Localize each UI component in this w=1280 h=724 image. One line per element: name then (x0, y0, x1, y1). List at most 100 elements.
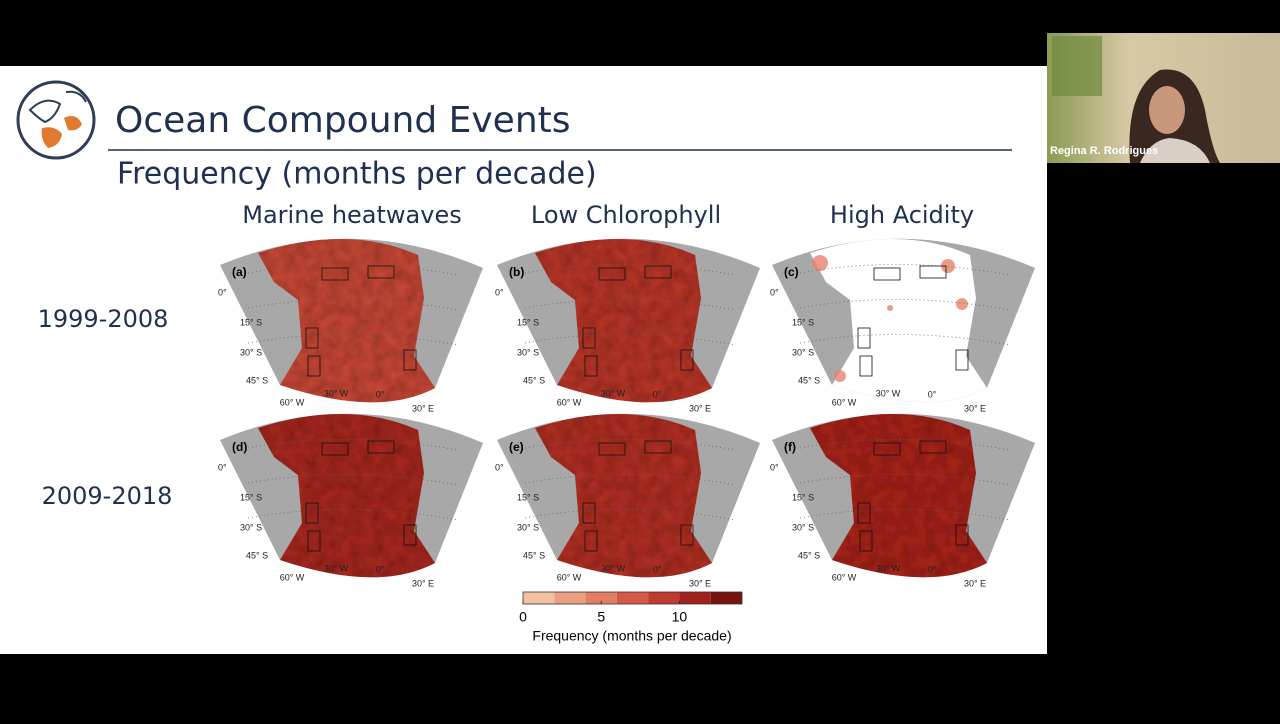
region-box (955, 349, 969, 371)
graticule (799, 334, 1011, 346)
lat-label: 45° S (798, 375, 820, 385)
map-panel: (f) 0° 15° S 30° S 45° S 60° W 30° W 0° 30° E (770, 413, 1035, 588)
column-header: High Acidity (830, 201, 974, 229)
colorbar: 0 5 10 Frequency (months per decade) (519, 591, 743, 644)
row-label: 2009-2018 (42, 482, 173, 510)
lon-label: 0° (928, 564, 937, 574)
colorbar-bin (679, 592, 711, 604)
lon-label: 0° (376, 564, 385, 574)
map-panel: (b) 0° 15° S 30° S 45° S 60° W 30° W 0° 30° E (495, 238, 760, 413)
graticule (799, 509, 1011, 521)
region-box (859, 355, 873, 377)
graticule (247, 264, 459, 276)
lat-label: 15° S (240, 492, 262, 502)
colorbar-frame (522, 591, 743, 605)
slide-title: Ocean Compound Events (115, 100, 571, 141)
lat-label: 0° (495, 287, 504, 297)
graticule (799, 264, 1011, 276)
ocean (810, 238, 987, 403)
patch (834, 370, 846, 382)
graticule (799, 299, 1011, 311)
lat-label: 15° S (240, 317, 262, 327)
region-box (857, 327, 871, 349)
region-box (305, 327, 319, 349)
colorbar-bin (554, 592, 586, 604)
ocean (258, 238, 435, 403)
region-box (919, 440, 947, 454)
lat-label: 15° S (792, 492, 814, 502)
colorbar-label: Frequency (months per decade) (532, 628, 731, 644)
logo (16, 80, 96, 160)
region-box (644, 440, 672, 454)
patch (812, 255, 828, 271)
lon-label: 30° E (412, 578, 434, 588)
lon-label: 30° E (412, 403, 434, 413)
region-box (859, 530, 873, 552)
graticule (524, 439, 736, 451)
lat-label: 45° S (246, 550, 268, 560)
panel-label: (a) (232, 265, 247, 279)
graticule (247, 474, 459, 486)
lon-label: 0° (376, 389, 385, 399)
region-box (873, 442, 901, 456)
region-box (644, 265, 672, 279)
maps: Marine heatwaves Low Chlorophyll High Acid… (38, 201, 1035, 588)
colorbar-bin (585, 592, 617, 604)
lon-label: 30° E (689, 403, 711, 413)
colorbar-bin (710, 592, 742, 604)
lon-label: 60° W (832, 572, 857, 582)
region-box (873, 267, 901, 281)
patch (941, 259, 955, 273)
region-box (680, 349, 694, 371)
region-box (598, 442, 626, 456)
column-header: Low Chlorophyll (531, 201, 721, 229)
lat-label: 45° S (798, 550, 820, 560)
slide-subtitle: Frequency (months per decade) (117, 157, 597, 192)
lon-label: 30° W (324, 388, 349, 398)
ocean (535, 238, 712, 403)
colorbar-tick-label: 0 (519, 609, 527, 625)
lat-label: 0° (218, 287, 227, 297)
lon-label: 0° (928, 389, 937, 399)
panel-label: (d) (232, 440, 247, 454)
graticule (524, 509, 736, 521)
region-box (403, 524, 417, 546)
participant-name: Regina R. Rodrigues (1050, 145, 1158, 157)
row-label: 1999-2008 (38, 305, 169, 333)
graticule (247, 334, 459, 346)
lat-label: 45° S (523, 550, 545, 560)
patch (956, 298, 968, 310)
colorbar-bin (648, 592, 680, 604)
lon-label: 30° W (876, 388, 901, 398)
ocean (810, 413, 987, 578)
lat-label: 0° (770, 462, 779, 472)
graticule (799, 439, 1011, 451)
lon-label: 30° E (689, 578, 711, 588)
ocean (535, 413, 712, 578)
graticule (524, 474, 736, 486)
region-box (584, 530, 598, 552)
lon-label: 60° W (557, 397, 582, 407)
colorbar-bin (616, 592, 649, 604)
region-box (584, 355, 598, 377)
ocean (258, 413, 435, 578)
region-box (680, 524, 694, 546)
graticule (247, 439, 459, 451)
column-header: Marine heatwaves (242, 201, 461, 229)
colorbar-tick-label: 5 (597, 609, 605, 625)
region-box (582, 327, 596, 349)
panel-label: (f) (784, 440, 796, 454)
region-box (857, 502, 871, 524)
region-box (955, 524, 969, 546)
map-panel: (a) 0° 15° S 30° S 45° S 60° W 30° W 0° 30° E (218, 238, 483, 413)
colorbar-bin (523, 592, 555, 604)
lat-label: 30° S (517, 522, 539, 532)
lon-label: 30° E (964, 403, 986, 413)
graticule (524, 264, 736, 276)
lat-label: 0° (770, 287, 779, 297)
map-panel: (d) 0° 15° S 30° S 45° S 60° W 30° W 0° 30° E (218, 413, 483, 588)
lon-label: 30° E (964, 578, 986, 588)
lat-label: 45° S (246, 375, 268, 385)
